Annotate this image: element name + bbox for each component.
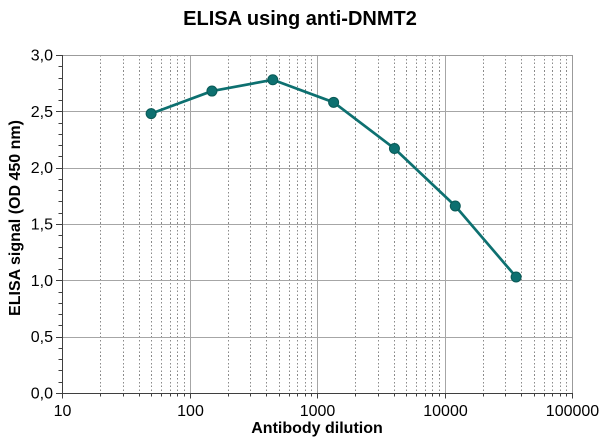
x-tick-label: 100000 — [546, 403, 599, 420]
y-tick-label: 2,5 — [31, 104, 53, 121]
series-line — [149, 78, 518, 279]
y-tick-label: 1,5 — [31, 217, 53, 234]
y-tick-label: 3,0 — [31, 48, 53, 65]
y-tick-label: 2,0 — [31, 160, 53, 177]
x-axis-title: Antibody dilution — [251, 420, 383, 437]
data-point — [388, 143, 400, 155]
data-point — [449, 200, 461, 212]
x-tick-label: 100 — [177, 403, 204, 420]
data-point — [510, 271, 522, 283]
x-tick-label: 10 — [54, 403, 72, 420]
data-point — [206, 85, 218, 97]
x-tick-label: 1000 — [300, 403, 336, 420]
data-point — [328, 96, 340, 108]
y-tick-label: 0,0 — [31, 386, 53, 403]
x-tick-label: 10000 — [423, 403, 468, 420]
chart-title: ELISA using anti-DNMT2 — [183, 8, 417, 30]
y-tick-label: 0,5 — [31, 329, 53, 346]
y-tick-label: 1,0 — [31, 273, 53, 290]
data-point — [145, 108, 157, 120]
data-point — [267, 74, 279, 86]
